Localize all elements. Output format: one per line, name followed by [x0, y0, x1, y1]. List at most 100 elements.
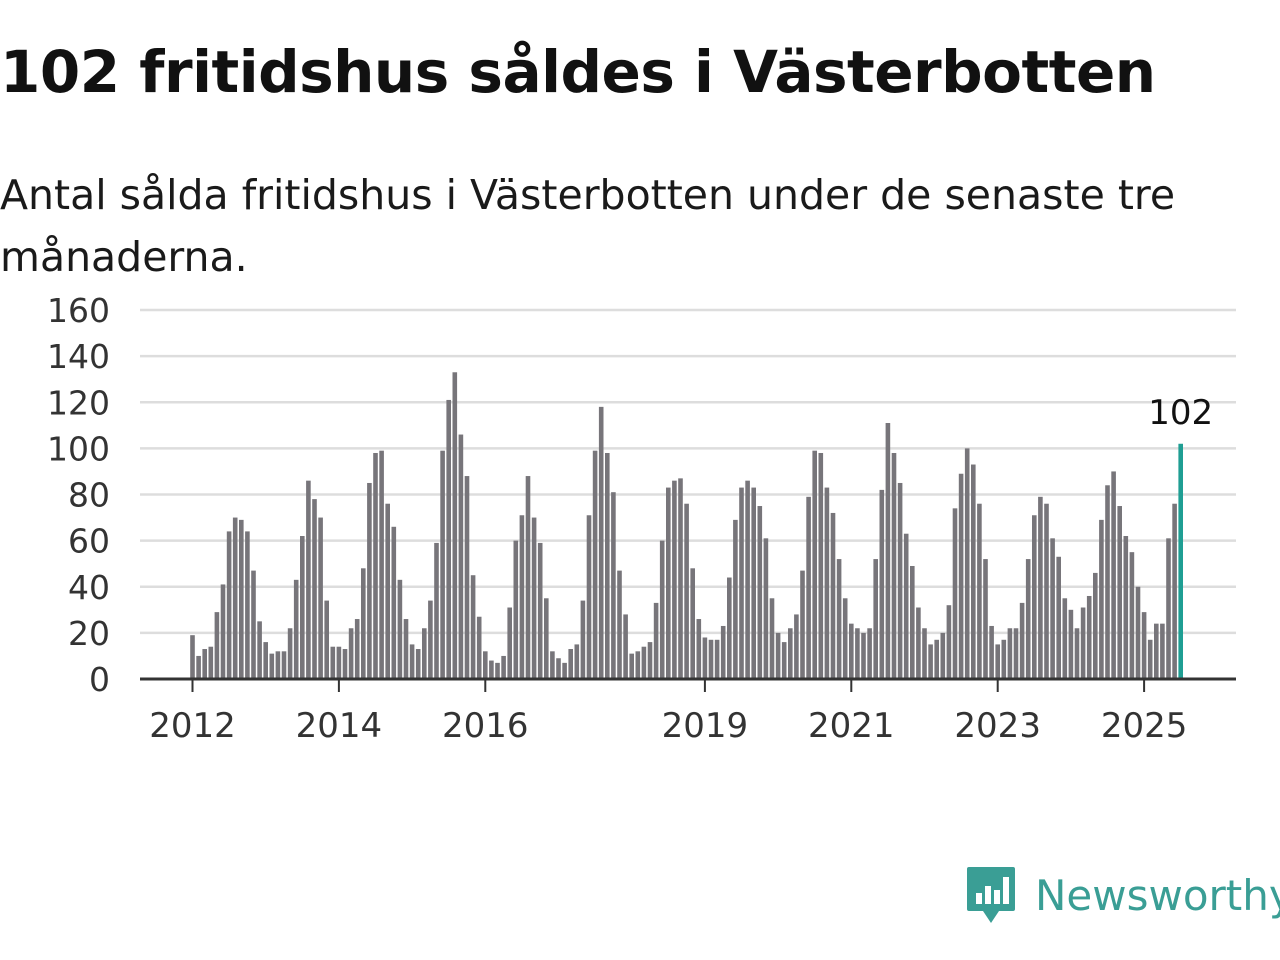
x-tick-label: 2025 [1101, 706, 1188, 746]
bar [489, 660, 494, 679]
bar [1038, 496, 1043, 679]
bar [318, 517, 323, 679]
y-tick-label: 140 [47, 337, 110, 376]
x-tick-label: 2016 [442, 706, 529, 746]
bar [1105, 485, 1110, 679]
bar [239, 519, 244, 679]
bar [800, 570, 805, 679]
bar [476, 616, 482, 679]
y-tick-label: 160 [47, 291, 110, 330]
bar [257, 621, 262, 679]
bar [293, 579, 299, 679]
bar [1068, 609, 1074, 679]
bar [495, 662, 500, 679]
bar [842, 598, 848, 679]
bar [592, 450, 598, 679]
bar [556, 658, 561, 679]
bar [623, 614, 628, 679]
bar [226, 531, 232, 679]
bar [519, 515, 525, 679]
y-tick-label: 20 [68, 614, 110, 653]
bar [531, 517, 537, 679]
bar [964, 448, 970, 680]
bar [1074, 628, 1080, 679]
bar [220, 584, 226, 679]
bar [354, 619, 360, 679]
bar [458, 434, 464, 679]
bar [928, 644, 933, 679]
bar [562, 662, 567, 679]
bar [916, 607, 921, 679]
bar [751, 487, 756, 679]
last-value-label: 102 [1148, 393, 1213, 433]
bar [989, 625, 994, 679]
bar [861, 632, 866, 680]
bar [781, 642, 787, 679]
bar [653, 602, 659, 679]
bar [1111, 471, 1116, 679]
bar [720, 625, 726, 679]
bar [415, 649, 421, 679]
y-tick-label: 60 [68, 522, 110, 561]
bar [958, 473, 964, 679]
bar [1147, 639, 1153, 679]
bar [891, 452, 897, 679]
x-tick-label: 2014 [296, 706, 383, 746]
bar [324, 600, 329, 679]
bar [232, 517, 238, 679]
bar [745, 480, 750, 679]
bar [1135, 586, 1141, 679]
bar [1001, 639, 1007, 679]
x-tick-label: 2021 [808, 706, 895, 746]
bar [812, 450, 817, 679]
bar [873, 559, 878, 679]
bar [806, 496, 811, 679]
bar [611, 492, 616, 679]
bar [568, 649, 573, 679]
bar [605, 452, 610, 679]
y-tick-label: 80 [68, 476, 110, 515]
bar [1013, 628, 1019, 679]
bar [1080, 607, 1086, 679]
y-tick-label: 0 [89, 660, 110, 699]
bar [379, 450, 384, 679]
bar [934, 639, 939, 679]
bar [727, 577, 732, 679]
bar [1044, 503, 1049, 679]
y-tick-label: 120 [47, 383, 110, 422]
bar [775, 632, 781, 680]
bar [300, 536, 305, 679]
bar [1050, 538, 1055, 679]
bar [409, 644, 415, 679]
bar [885, 423, 891, 679]
bar [342, 649, 348, 679]
bar [849, 623, 854, 679]
bar [1086, 595, 1092, 679]
bar [867, 628, 872, 679]
bar [678, 478, 683, 679]
bar [190, 635, 195, 679]
bar [1093, 572, 1098, 679]
bar [977, 503, 982, 679]
bar [464, 476, 470, 679]
bar [617, 570, 622, 679]
bar [385, 503, 390, 679]
bar [525, 476, 531, 679]
bar [202, 649, 207, 679]
chart-title: 102 fritidshus såldes i Västerbotten [0, 38, 1156, 106]
bar [269, 653, 275, 679]
bar [263, 642, 268, 679]
bar [586, 515, 592, 679]
bar [1099, 519, 1104, 679]
bar [251, 570, 256, 679]
bar [757, 506, 763, 679]
bar [635, 651, 641, 679]
newsworthy-logo-icon [967, 867, 1015, 923]
bar [739, 487, 744, 679]
bar [641, 646, 647, 679]
bar [983, 559, 988, 679]
bar [1129, 552, 1135, 679]
bar [946, 605, 952, 679]
bar [855, 628, 860, 679]
bar [544, 598, 549, 679]
